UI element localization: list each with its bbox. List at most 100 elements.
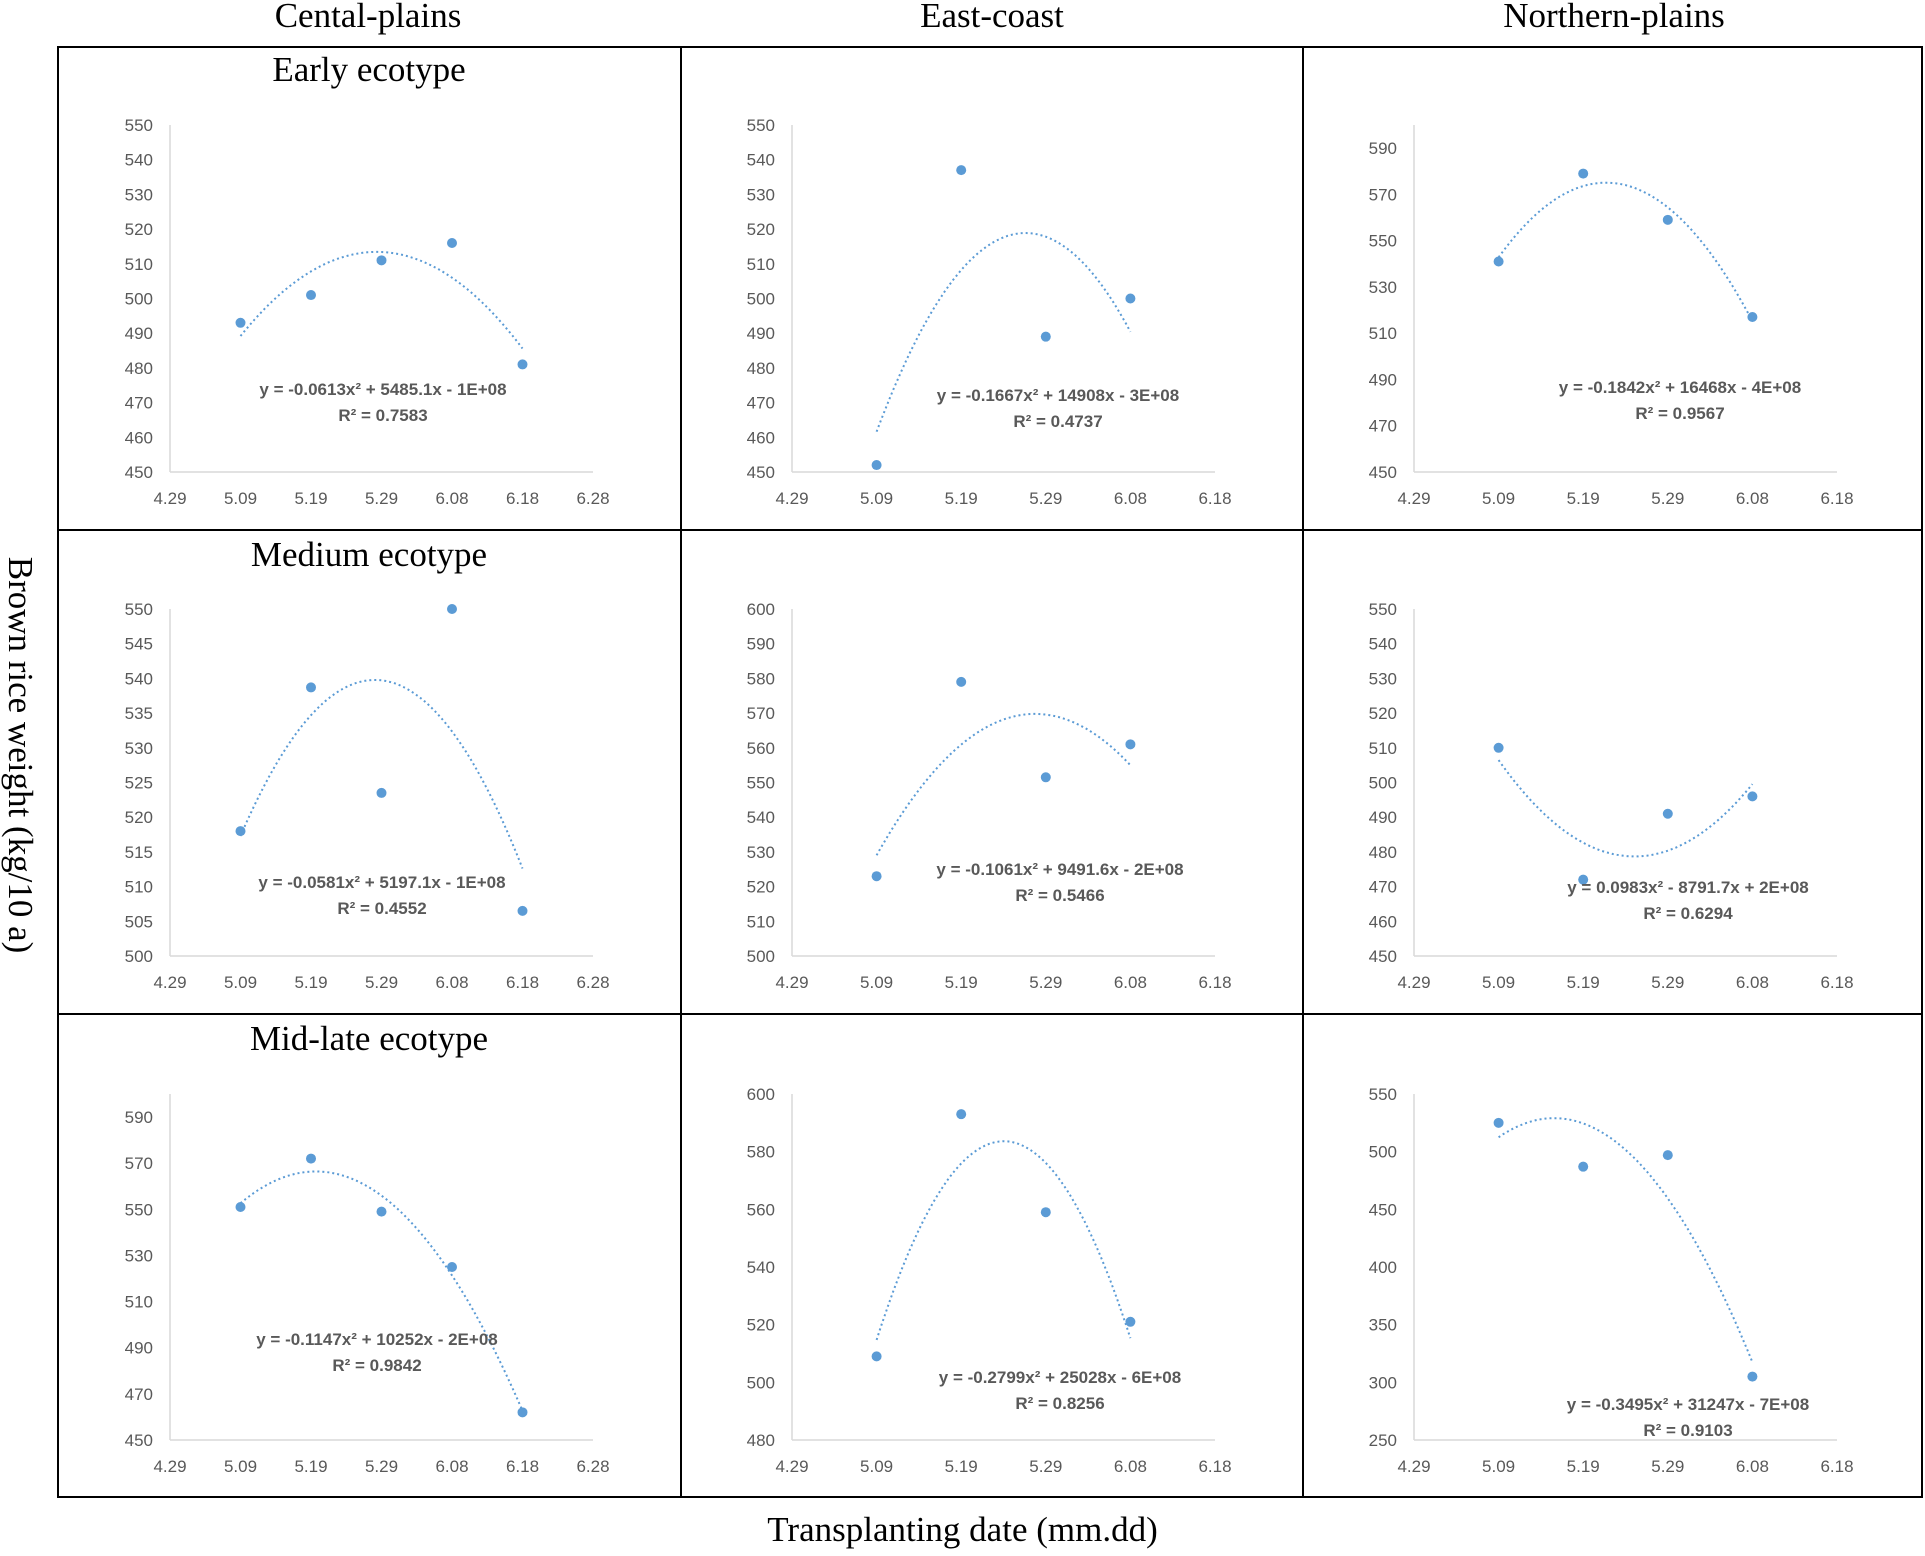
y-tick-label: 560 bbox=[747, 739, 775, 758]
y-tick-label: 510 bbox=[125, 878, 153, 897]
x-axis-label: Transplanting date (mm.dd) bbox=[767, 1510, 1158, 1549]
data-point bbox=[871, 460, 882, 471]
trendline-r-squared: R² = 0.4552 bbox=[337, 899, 426, 918]
data-point bbox=[1040, 331, 1051, 342]
data-point bbox=[447, 1262, 457, 1272]
data-point bbox=[956, 1109, 967, 1120]
y-tick-label: 560 bbox=[747, 1200, 775, 1219]
trendline bbox=[1498, 1117, 1754, 1363]
x-tick-label: 5.29 bbox=[1029, 973, 1062, 992]
y-tick-label: 450 bbox=[125, 463, 153, 482]
row-title-medium-ecotype: Medium ecotype bbox=[250, 535, 488, 574]
data-point bbox=[517, 359, 528, 370]
trendline bbox=[875, 712, 1132, 856]
panel-1-3: 450 470 490 510 530 550 570 590 4.29 5.09 5.19 5.29… bbox=[1369, 125, 1854, 508]
y-tick-label: 480 bbox=[747, 359, 775, 378]
x-tick-label: 4.29 bbox=[153, 489, 186, 508]
y-tick-label: 530 bbox=[747, 843, 775, 862]
x-tick-label: 6.28 bbox=[576, 1457, 609, 1476]
trendline-equation: y = -0.0613x² + 5485.1x - 1E+08 bbox=[259, 380, 506, 399]
data-point bbox=[1662, 1150, 1673, 1161]
y-tick-label: 550 bbox=[747, 774, 775, 793]
x-tick-label: 6.08 bbox=[1114, 489, 1147, 508]
trendline-equation: y = -0.0581x² + 5197.1x - 1E+08 bbox=[258, 873, 505, 892]
y-tick-label: 500 bbox=[747, 1373, 775, 1392]
y-tick-label: 470 bbox=[747, 394, 775, 413]
data-point bbox=[1040, 772, 1051, 783]
trendline bbox=[875, 1140, 1132, 1341]
y-tick-label: 540 bbox=[1369, 635, 1397, 654]
trendline-equation: y = -0.2799x² + 25028x - 6E+08 bbox=[939, 1368, 1181, 1387]
grid-divider-vertical-1 bbox=[680, 46, 682, 1498]
trendline bbox=[239, 679, 524, 869]
x-tick-label: 4.29 bbox=[153, 1457, 186, 1476]
data-point bbox=[1040, 1207, 1051, 1218]
y-tick-label: 490 bbox=[125, 1339, 153, 1358]
trendline-equation: y = -0.1667x² + 14908x - 3E+08 bbox=[937, 386, 1179, 405]
panel-3-2: 480 500 520 540 560 580 600 4.29 5.09 5.19 5.29 6.0… bbox=[747, 1085, 1232, 1476]
data-point bbox=[517, 905, 528, 916]
y-tick-label: 530 bbox=[1369, 278, 1397, 297]
x-tick-label: 6.08 bbox=[1736, 489, 1769, 508]
x-tick-label: 6.08 bbox=[435, 1457, 468, 1476]
x-tick-label: 5.09 bbox=[224, 489, 257, 508]
data-point bbox=[1125, 1316, 1136, 1327]
x-tick-label: 4.29 bbox=[1397, 489, 1430, 508]
y-tick-label: 520 bbox=[747, 220, 775, 239]
y-tick-label: 470 bbox=[125, 1385, 153, 1404]
panel-3-1: 450 470 490 510 530 550 570 590 4.29 5.09 5.19 5.29… bbox=[125, 1094, 610, 1476]
y-tick-label: 250 bbox=[1369, 1431, 1397, 1450]
y-tick-label: 470 bbox=[1369, 878, 1397, 897]
y-tick-label: 400 bbox=[1369, 1258, 1397, 1277]
data-point bbox=[1125, 293, 1136, 304]
x-tick-label: 6.08 bbox=[435, 489, 468, 508]
y-tick-label: 520 bbox=[1369, 704, 1397, 723]
trendline-r-squared: R² = 0.8256 bbox=[1015, 1394, 1104, 1413]
x-tick-label: 5.19 bbox=[294, 1457, 327, 1476]
y-tick-label: 510 bbox=[125, 1293, 153, 1312]
y-tick-label: 470 bbox=[1369, 417, 1397, 436]
trendline-r-squared: R² = 0.4737 bbox=[1013, 412, 1102, 431]
y-tick-label: 500 bbox=[125, 290, 153, 309]
y-tick-label: 490 bbox=[747, 324, 775, 343]
y-tick-label: 540 bbox=[125, 669, 153, 688]
x-tick-label: 5.29 bbox=[1029, 1457, 1062, 1476]
x-tick-label: 6.08 bbox=[1736, 1457, 1769, 1476]
x-tick-label: 6.08 bbox=[1736, 973, 1769, 992]
panel-2-3: 450 460 470 480 490 500 510 520 530 540 550 4.29 5.0… bbox=[1369, 600, 1854, 992]
y-tick-label: 510 bbox=[747, 912, 775, 931]
y-tick-label: 530 bbox=[125, 1246, 153, 1265]
x-tick-label: 5.29 bbox=[1029, 489, 1062, 508]
grid-divider-horizontal-1 bbox=[57, 529, 1923, 531]
trendline-r-squared: R² = 0.9842 bbox=[332, 1356, 421, 1375]
x-tick-label: 6.18 bbox=[1198, 489, 1231, 508]
y-tick-label: 540 bbox=[747, 808, 775, 827]
panel-3-3: 250 300 350 400 450 500 550 4.29 5.09 5.19 5.29 6.0… bbox=[1369, 1085, 1854, 1476]
y-tick-label: 545 bbox=[125, 635, 153, 654]
x-tick-label: 5.29 bbox=[1651, 973, 1684, 992]
y-tick-label: 520 bbox=[747, 1316, 775, 1335]
x-tick-label: 4.29 bbox=[775, 489, 808, 508]
y-tick-label: 480 bbox=[125, 359, 153, 378]
panel-1-2: 450 460 470 480 490 500 510 520 530 540 550 4.29 5.0… bbox=[747, 116, 1232, 508]
y-tick-label: 550 bbox=[747, 116, 775, 135]
data-point bbox=[1747, 791, 1758, 802]
trendline bbox=[239, 250, 524, 350]
y-tick-label: 500 bbox=[747, 290, 775, 309]
y-tick-label: 515 bbox=[125, 843, 153, 862]
y-tick-label: 460 bbox=[125, 428, 153, 447]
data-point bbox=[306, 682, 316, 693]
y-tick-label: 550 bbox=[1369, 600, 1397, 619]
y-tick-label: 490 bbox=[1369, 370, 1397, 389]
y-tick-label: 550 bbox=[125, 116, 153, 135]
trendline-equation: y = -0.1147x² + 10252x - 2E+08 bbox=[256, 1330, 498, 1349]
y-tick-label: 490 bbox=[125, 324, 153, 343]
y-tick-label: 520 bbox=[125, 808, 153, 827]
data-point bbox=[306, 1153, 316, 1164]
row-title-early-ecotype: Early ecotype bbox=[272, 50, 466, 89]
y-tick-label: 510 bbox=[125, 255, 153, 274]
panel-grid-border bbox=[57, 46, 1923, 1498]
y-tick-label: 450 bbox=[125, 1431, 153, 1450]
x-tick-label: 6.08 bbox=[1114, 973, 1147, 992]
